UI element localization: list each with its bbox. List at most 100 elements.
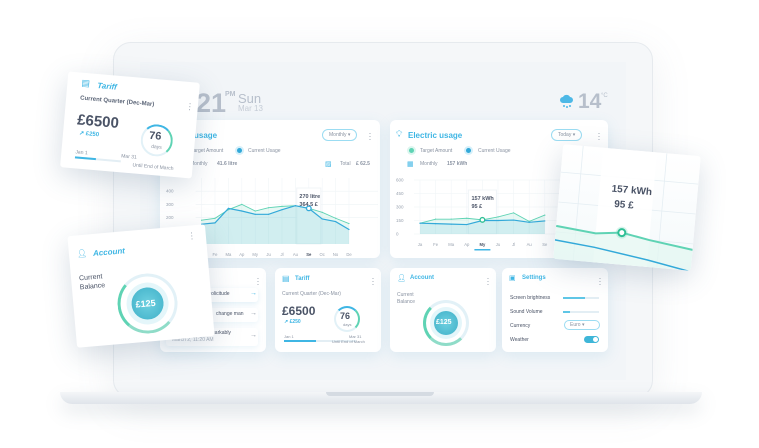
more-menu-icon[interactable]: · · · [187,98,193,115]
data-point [294,205,296,207]
weather-toggle[interactable] [584,336,599,343]
data-point [497,216,499,218]
volume-label: Sound Volume [510,309,543,315]
y-tick-label: 600 [396,178,404,183]
y-tick-label: 300 [166,202,174,207]
series-area [420,212,545,234]
more-menu-icon[interactable]: · · · [189,227,194,244]
clock-time: 21 [196,88,227,118]
start-date: Jan 1 [284,334,294,339]
balance-value: £125 [135,297,156,310]
x-tick-label: Ma [448,242,454,247]
total-value: £ 62.5 [356,161,370,167]
data-point [450,223,452,225]
more-menu-icon[interactable]: · · · [368,128,372,144]
currency-label: Currency [510,323,531,329]
x-tick-label: Jl [280,252,283,257]
volume-slider[interactable] [563,311,599,313]
days-count: 76 [148,129,162,143]
period-label: Monthly [420,161,438,167]
highlight-point [305,205,312,212]
balance-value: £125 [436,319,452,326]
more-menu-icon[interactable]: · · · [371,273,375,289]
currency-dropdown[interactable]: Euro ▾ [564,320,600,330]
x-tick-label: My [479,242,485,247]
brightness-label: Screen brightness [510,295,551,301]
period-dropdown[interactable]: Today ▾ [551,129,583,141]
data-point [513,219,515,221]
more-menu-icon[interactable]: · · · [597,128,601,144]
x-tick-label: Ap [464,242,470,247]
floating-account-card: 👤︎ Account · · · Current Balance £125 [67,224,215,348]
end-date: Mar 31 [349,334,362,339]
more-menu-icon[interactable]: · · · [256,273,260,289]
tooltip-column [467,189,497,235]
data-point [419,222,421,224]
brightness-slider[interactable] [563,297,599,299]
x-tick-label: My [252,252,258,257]
quarter-progress [284,340,356,342]
card-title: Account [410,275,434,281]
notification-time: March 2, 11:20 AM [172,337,214,343]
data-point [281,209,283,211]
x-tick-label: Ap [239,252,245,257]
account-card: 👤︎ Account · · · Current Balance £125 [390,268,496,352]
series-area [201,205,349,244]
days-count: 76 [340,311,351,321]
x-tick-label: Ju [266,252,271,257]
until-label: Until End of March [132,162,174,172]
clock-date: Mar 13 [238,104,263,113]
clock-ampm: PM [225,91,236,98]
x-tick-label: Jl [512,242,515,247]
laptop-base [60,392,702,404]
x-tick-label: Oc [320,252,325,257]
water-chart: 200300400JaFeMaApMyJuJlAuSeOcNoDe270 lit… [166,178,378,257]
dropdown-value: Monthly [329,132,347,138]
more-menu-icon[interactable]: · · · [598,273,602,289]
data-point [321,218,323,220]
x-tick-label: Au [527,242,533,247]
legend-current: Current Usage [248,148,281,154]
tooltip-text: 95 £ [471,204,482,210]
x-tick-label: Ma [225,252,231,257]
data-point [268,213,270,215]
data-point [348,228,350,231]
total-label: Total [340,161,351,167]
y-tick-label: 300 [396,205,404,210]
tariff-delta: ↗ £250 [78,130,100,139]
more-menu-icon[interactable]: · · · [486,273,490,289]
days-unit: days [343,322,352,327]
data-point [513,212,515,214]
data-point [241,203,243,205]
data-point [321,211,323,213]
user-icon: 👤︎ [76,248,88,259]
settings-card: ▣ Settings · · · Screen brightness Sound V… [502,268,608,352]
zoomed-value-2: 95 £ [613,198,635,212]
data-point [268,207,270,209]
period-dropdown[interactable]: Monthly ▾ [322,129,358,141]
zoomed-point [617,228,627,238]
balance-label-2: Balance [79,282,106,292]
data-point [335,217,337,219]
zoomed-current-line [554,239,691,271]
data-point [544,220,546,222]
period-amount: 157 kWh [447,161,468,167]
data-point [241,210,243,212]
legend-target-dot [409,148,414,153]
tooltip-text: 270 litre [299,194,320,200]
legend-current-dot [237,148,242,153]
data-point [497,219,499,222]
data-point [435,218,437,220]
data-point [254,213,256,215]
balance-label-1: Current [397,292,414,298]
notification-text: change man [216,311,244,317]
end-date: Mar 31 [120,153,137,161]
balance-bubble [434,311,458,335]
balance-gauge [423,300,469,346]
data-point [435,223,437,225]
tariff-delta: ↗ £250 [284,319,301,325]
data-point [466,223,468,226]
y-tick-label: 400 [166,189,174,194]
card-title: Electric usage [408,131,463,140]
period-label: Monthly [190,161,208,167]
